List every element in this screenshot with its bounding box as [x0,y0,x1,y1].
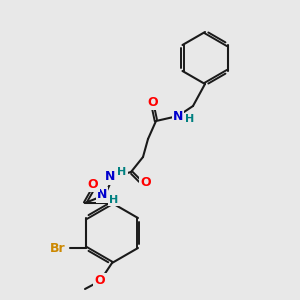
Text: N: N [97,188,107,202]
Text: H: H [117,167,127,177]
Text: Br: Br [50,242,66,254]
Text: O: O [88,178,98,190]
Text: H: H [185,114,195,124]
Text: N: N [105,170,115,184]
Text: O: O [141,176,151,188]
Text: O: O [148,95,158,109]
Text: O: O [95,274,105,287]
Text: H: H [110,195,118,205]
Text: N: N [173,110,183,122]
